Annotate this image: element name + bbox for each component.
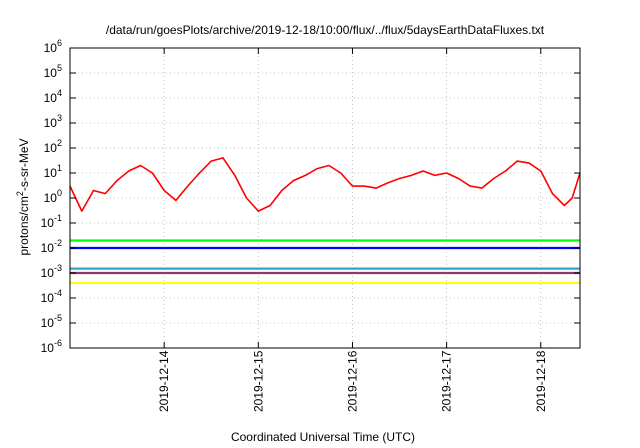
y-tick-label: 10-6 [41, 338, 62, 355]
y-tick-label: 10-5 [41, 313, 62, 330]
y-tick-label: 10-1 [41, 213, 62, 230]
y-tick-label: 104 [44, 88, 62, 105]
y-axis-title: protons/cm2-s-sr-MeV [15, 138, 31, 255]
y-axis: 10-6 10-5 10-4 10-3 10-2 10-1 100 101 102 103 104 1… [41, 38, 580, 355]
y-tick-label: 102 [44, 138, 62, 155]
x-axis: 2019-12-14 2019-12-15 2019-12-16 2019-12-17… [157, 48, 548, 412]
x-tick-label: 2019-12-17 [440, 350, 454, 412]
series-line-0 [69, 157, 581, 212]
y-tick-label: 100 [44, 188, 62, 205]
y-tick-label: 106 [44, 38, 62, 55]
y-tick-label: 10-3 [41, 263, 62, 280]
x-tick-label: 2019-12-15 [251, 350, 265, 412]
x-tick-label: 2019-12-14 [157, 350, 171, 412]
y-tick-label: 10-4 [41, 288, 62, 305]
x-axis-title: Coordinated Universal Time (UTC) [231, 430, 415, 444]
y-tick-label: 101 [44, 163, 62, 180]
data-series [69, 157, 581, 284]
x-tick-label: 2019-12-18 [534, 350, 548, 412]
y-tick-label: 10-2 [41, 238, 62, 255]
chart-title: /data/run/goesPlots/archive/2019-12-18/1… [106, 23, 545, 37]
y-tick-label: 105 [44, 63, 62, 80]
grid-lines [70, 48, 580, 348]
x-tick-label: 2019-12-16 [345, 350, 359, 412]
y-tick-label: 103 [44, 113, 62, 130]
